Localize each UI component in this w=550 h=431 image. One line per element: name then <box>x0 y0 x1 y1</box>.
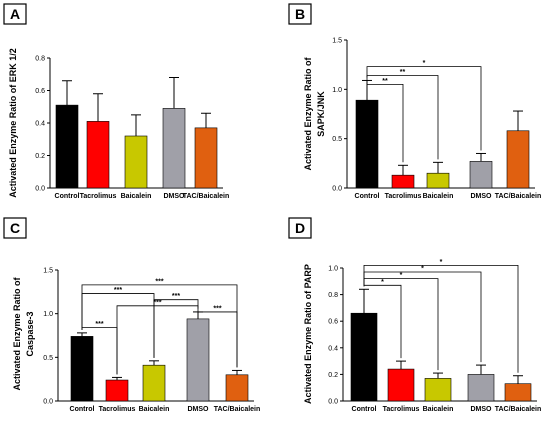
panel-label-box <box>288 217 312 239</box>
panel-a: A Activated Enzyme Ratio of ERK 1/2 0.0 0.2… <box>3 3 230 200</box>
x-tick-label: DMSO <box>471 193 493 200</box>
significance-bracket <box>366 66 482 151</box>
bar-tacbaicalein <box>194 127 218 189</box>
bar-dmso <box>467 374 495 402</box>
y-axis-label: Activated Enzyme Ratio of <box>12 276 22 390</box>
y-tick-label: 0.2 <box>328 372 338 379</box>
significance-label: *** <box>153 299 161 306</box>
y-tick-label: 0.0 <box>35 186 45 193</box>
x-tick-label: Baicalein <box>121 193 152 200</box>
y-tick-label: 1.5 <box>43 268 53 275</box>
y-tick-label: 1.0 <box>43 311 53 318</box>
bar-tacrolimus <box>86 121 110 189</box>
y-tick-label: 1.0 <box>328 266 338 273</box>
bar-dmso <box>469 161 493 189</box>
x-tick-label: Tacrolimus <box>383 406 420 413</box>
x-tick-label: TAC/Baicalein <box>183 193 230 200</box>
x-tick-label: TAC/Baicalein <box>495 406 542 413</box>
x-tick-label: Control <box>355 193 380 200</box>
bar-baicalein <box>142 364 166 402</box>
significance-label: *** <box>213 305 221 312</box>
bar-tacrolimus <box>387 368 415 402</box>
significance-bracket <box>81 284 238 368</box>
bar-control <box>55 104 79 189</box>
bar-control <box>350 312 378 402</box>
bar-baicalein <box>426 172 450 189</box>
x-tick-label: Control <box>352 406 377 413</box>
y-tick-label: 0.5 <box>43 355 53 362</box>
significance-label: * <box>440 259 443 266</box>
bar-tacbaicalein <box>225 374 249 402</box>
significance-label: *** <box>114 287 122 294</box>
y-tick-label: 0.4 <box>35 121 45 128</box>
bar-dmso <box>186 318 210 402</box>
bar-dmso <box>162 108 186 189</box>
y-tick-label: 0.0 <box>332 186 342 193</box>
x-tick-label: Tacrolimus <box>99 406 136 413</box>
significance-bracket <box>366 77 404 163</box>
y-tick-label: 0.6 <box>328 319 338 326</box>
y-tick-label: 0.6 <box>35 88 45 95</box>
bar-tacrolimus <box>391 174 415 189</box>
x-tick-label: TAC/Baicalein <box>495 193 542 200</box>
y-tick-label: 0.5 <box>332 136 342 143</box>
significance-label: *** <box>155 278 163 285</box>
x-tick-label: DMSO <box>188 406 210 413</box>
y-axis-label: Caspase-3 <box>25 311 35 356</box>
y-axis-label: Activated Enzyme Ratio of PARP <box>303 264 313 404</box>
panel-c: C Activated Enzyme Ratio of Caspase-3 0.0 0.… <box>3 217 261 413</box>
panel-d: D Activated Enzyme Ratio of PARP 0.0 0.2 0.4… <box>288 217 542 413</box>
y-tick-label: 0.0 <box>328 399 338 406</box>
y-tick-label: 0.8 <box>328 292 338 299</box>
bar-baicalein <box>124 135 148 189</box>
panel-b: B Activated Enzyme Ratio of SAPK/JNK 0.0 0.5… <box>288 3 542 200</box>
bar-tacrolimus <box>105 379 129 402</box>
panel-label: C <box>10 220 20 236</box>
significance-bracket <box>116 305 199 375</box>
y-tick-label: 0.0 <box>43 399 53 406</box>
y-axis-label: SAPK/JNK <box>316 91 326 137</box>
y-axis-label: Activated Enzyme Ratio of ERK 1/2 <box>8 48 18 198</box>
bar-tacbaicalein <box>504 383 532 402</box>
panel-label-box <box>3 217 27 239</box>
panel-label-box <box>288 3 312 25</box>
significance-label: * <box>400 272 403 279</box>
x-tick-label: DMSO <box>164 193 186 200</box>
y-axis-label: Activated Enzyme Ratio of <box>303 56 313 170</box>
x-tick-label: Control <box>55 193 80 200</box>
panel-label: A <box>10 6 20 22</box>
panel-label-box <box>3 3 27 25</box>
x-tick-label: Tacrolimus <box>80 193 117 200</box>
panel-label: D <box>295 220 305 236</box>
bar-control <box>70 336 94 402</box>
significance-label: * <box>421 265 424 272</box>
y-tick-label: 0.2 <box>35 153 45 160</box>
y-tick-label: 1.5 <box>332 38 342 45</box>
y-tick-label: 1.0 <box>332 87 342 94</box>
bar-baicalein <box>424 378 452 402</box>
y-tick-label: 0.8 <box>35 56 45 63</box>
panel-label: B <box>295 6 305 22</box>
significance-label: ** <box>382 78 388 85</box>
significance-label: ** <box>400 69 406 76</box>
bar-control <box>355 99 379 189</box>
y-tick-label: 0.4 <box>328 345 338 352</box>
x-tick-label: Tacrolimus <box>385 193 422 200</box>
significance-label: * <box>423 60 426 67</box>
x-tick-label: Control <box>70 406 95 413</box>
x-tick-label: Baicalein <box>139 406 170 413</box>
significance-bracket <box>363 264 519 373</box>
x-tick-label: Baicalein <box>423 193 454 200</box>
x-tick-label: DMSO <box>471 406 493 413</box>
significance-label: *** <box>95 321 103 328</box>
x-tick-label: Baicalein <box>423 406 454 413</box>
bar-tacbaicalein <box>506 130 530 189</box>
significance-label: *** <box>172 293 180 300</box>
x-tick-label: TAC/Baicalein <box>214 406 261 413</box>
significance-label: * <box>381 279 384 286</box>
